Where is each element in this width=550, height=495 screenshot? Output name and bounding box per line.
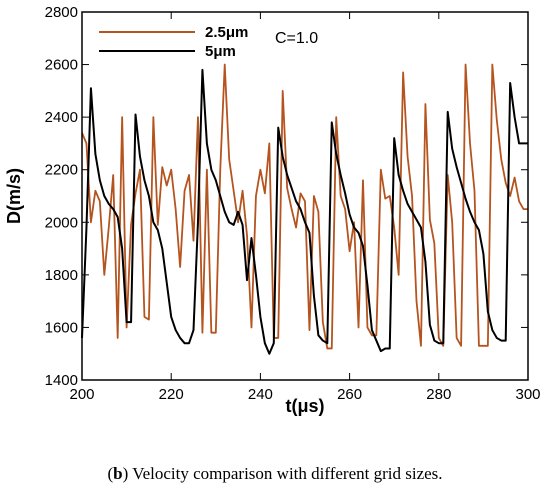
x-tick-label: 300 <box>515 386 540 403</box>
caption-text: ) Velocity comparison with different gri… <box>122 464 443 483</box>
y-tick-label: 2400 <box>45 109 78 126</box>
y-tick-label: 1400 <box>45 372 78 389</box>
x-tick-label: 200 <box>69 386 94 403</box>
y-tick-label: 1800 <box>45 267 78 284</box>
figure-caption: (b) Velocity comparison with different g… <box>0 464 550 484</box>
series-layer <box>81 63 528 355</box>
x-tick-label: 220 <box>159 386 184 403</box>
series-line-2-5um <box>81 63 528 350</box>
x-tick-label: 240 <box>248 386 273 403</box>
y-tick-label: 2200 <box>45 162 78 179</box>
axis-titles: t(μs) D(m/s) <box>4 168 325 416</box>
y-tick-label: 2600 <box>45 57 78 74</box>
y-tick-label: 2000 <box>45 214 78 231</box>
y-axis-title: D(m/s) <box>4 168 24 224</box>
series-line-5um <box>81 68 528 355</box>
tick-layer: 200 220 240 260 280 300 1400 1600 1800 2000 2200 24… <box>45 4 541 403</box>
legend-label-5um: 5μm <box>205 43 236 60</box>
chart-annotation: C=1.0 <box>275 30 318 47</box>
x-axis-title: t(μs) <box>285 396 324 416</box>
x-tick-label: 260 <box>337 386 362 403</box>
x-tick-label: 280 <box>426 386 451 403</box>
legend-label-2-5um: 2.5μm <box>205 24 248 41</box>
legend: 2.5μm 5μm <box>99 24 248 60</box>
y-tick-label: 2800 <box>45 4 78 21</box>
caption-panel-letter: b <box>113 464 123 483</box>
plot-frame <box>81 11 529 381</box>
y-tick-label: 1600 <box>45 319 78 336</box>
caption-prefix: ( <box>107 464 114 483</box>
